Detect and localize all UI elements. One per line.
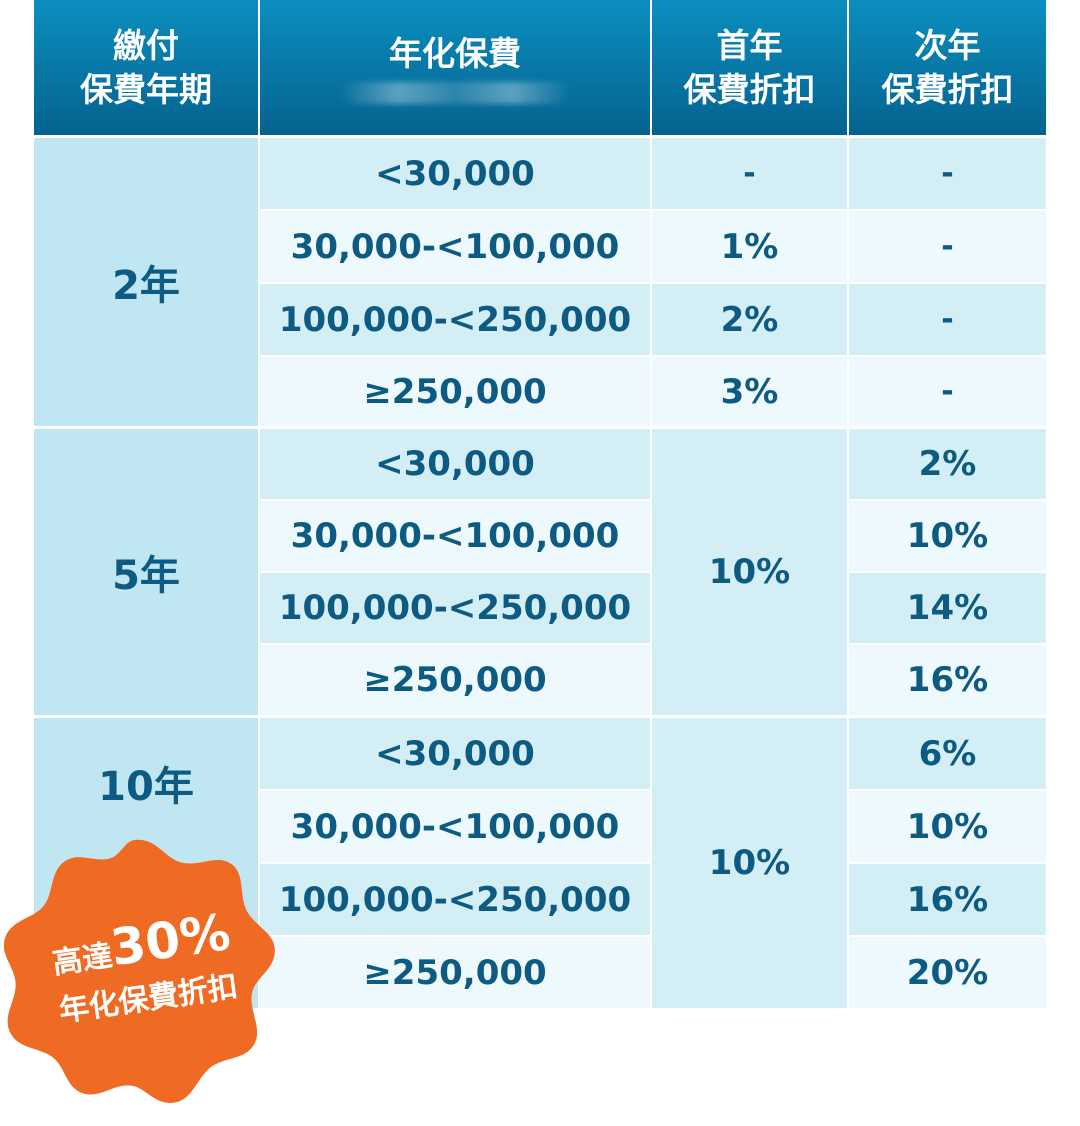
second-discount-value: 14% bbox=[906, 588, 989, 628]
second-discount-cell: 10% bbox=[849, 791, 1046, 862]
header-term: 繳付 保費年期 bbox=[34, 0, 258, 135]
premium-value: 30,000-<100,000 bbox=[290, 806, 620, 847]
second-discount-value: 10% bbox=[906, 806, 989, 847]
header-term-line2: 保費年期 bbox=[80, 69, 212, 109]
premium-cell: 100,000-<250,000 bbox=[260, 864, 650, 935]
second-discount-value: - bbox=[941, 229, 954, 264]
discount-table: 繳付 保費年期 年化保費 首年 保費折扣 次年 保費折扣 2年 <30,000 … bbox=[34, 0, 1046, 1008]
second-discount-cell: 16% bbox=[849, 864, 1046, 935]
first-discount-merged-cell: 10% bbox=[652, 718, 847, 1008]
premium-cell: <30,000 bbox=[260, 138, 650, 209]
second-discount-value: 16% bbox=[906, 879, 989, 920]
premium-value: 100,000-<250,000 bbox=[278, 879, 632, 920]
second-discount-value: 6% bbox=[918, 733, 977, 774]
term-cell: 5年 bbox=[34, 429, 258, 715]
badge-shape-icon bbox=[4, 839, 275, 1103]
premium-cell: <30,000 bbox=[260, 718, 650, 789]
first-discount-cell: 3% bbox=[652, 357, 847, 426]
second-discount-cell: 6% bbox=[849, 718, 1046, 789]
first-discount-value: 10% bbox=[708, 843, 791, 883]
premium-cell: 30,000-<100,000 bbox=[260, 211, 650, 282]
premium-value: <30,000 bbox=[375, 153, 535, 194]
premium-value: 30,000-<100,000 bbox=[290, 226, 620, 267]
first-discount-value: - bbox=[743, 156, 756, 191]
second-discount-cell: - bbox=[849, 284, 1046, 355]
first-discount-value: 2% bbox=[720, 299, 779, 340]
header-term-line1: 繳付 bbox=[113, 25, 179, 65]
header-premium-blurred-note bbox=[340, 81, 570, 104]
header-first-line1: 首年 bbox=[716, 25, 783, 65]
premium-cell: 100,000-<250,000 bbox=[260, 573, 650, 643]
term-cell: 2年 bbox=[34, 138, 258, 426]
header-premium-label: 年化保費 bbox=[389, 33, 521, 73]
header-first-line2: 保費折扣 bbox=[683, 69, 816, 109]
second-discount-value: - bbox=[941, 156, 954, 191]
premium-value: ≥250,000 bbox=[363, 371, 547, 412]
first-discount-value: 1% bbox=[720, 226, 779, 267]
header-second-year: 次年 保費折扣 bbox=[849, 0, 1046, 135]
second-discount-value: 2% bbox=[918, 444, 977, 484]
first-discount-cell: 1% bbox=[652, 211, 847, 282]
second-discount-cell: - bbox=[849, 138, 1046, 209]
premium-cell: 30,000-<100,000 bbox=[260, 501, 650, 571]
header-second-line2: 保費折扣 bbox=[881, 69, 1014, 109]
discount-badge: 高達 30% 年化保費折扣 bbox=[4, 828, 284, 1108]
premium-cell: 100,000-<250,000 bbox=[260, 284, 650, 355]
first-discount-cell: 2% bbox=[652, 284, 847, 355]
premium-value: ≥250,000 bbox=[363, 952, 547, 993]
header-first-year: 首年 保費折扣 bbox=[652, 0, 847, 135]
first-discount-value: 3% bbox=[720, 371, 779, 412]
premium-cell: <30,000 bbox=[260, 429, 650, 499]
premium-cell: 30,000-<100,000 bbox=[260, 791, 650, 862]
premium-value: 30,000-<100,000 bbox=[290, 516, 620, 556]
second-discount-value: - bbox=[941, 302, 954, 337]
first-discount-value: 10% bbox=[708, 552, 791, 592]
second-discount-cell: - bbox=[849, 357, 1046, 426]
first-discount-cell: - bbox=[652, 138, 847, 209]
second-discount-cell: 14% bbox=[849, 573, 1046, 643]
badge-fill bbox=[4, 839, 275, 1103]
second-discount-value: 10% bbox=[906, 516, 989, 556]
badge-prefix: 高達 bbox=[50, 938, 115, 982]
premium-cell: ≥250,000 bbox=[260, 357, 650, 426]
premium-value: 100,000-<250,000 bbox=[278, 588, 632, 628]
term-label: 2年 bbox=[112, 263, 180, 309]
second-discount-value: 20% bbox=[906, 952, 989, 993]
second-discount-value: - bbox=[941, 374, 954, 409]
term-label: 5年 bbox=[112, 553, 180, 599]
second-discount-cell: 10% bbox=[849, 501, 1046, 571]
premium-cell: ≥250,000 bbox=[260, 645, 650, 715]
premium-cell: ≥250,000 bbox=[260, 937, 650, 1008]
badge-text: 高達 30% 年化保費折扣 bbox=[0, 810, 302, 1126]
premium-value: <30,000 bbox=[375, 444, 535, 484]
second-discount-cell: 2% bbox=[849, 429, 1046, 499]
second-discount-value: 16% bbox=[906, 660, 989, 700]
first-discount-merged-cell: 10% bbox=[652, 429, 847, 715]
term-label: 10年 bbox=[98, 764, 194, 810]
second-discount-cell: 16% bbox=[849, 645, 1046, 715]
header-second-line1: 次年 bbox=[914, 25, 981, 65]
second-discount-cell: - bbox=[849, 211, 1046, 282]
second-discount-cell: 20% bbox=[849, 937, 1046, 1008]
premium-value: ≥250,000 bbox=[363, 660, 547, 700]
premium-value: <30,000 bbox=[375, 733, 535, 774]
premium-value: 100,000-<250,000 bbox=[278, 299, 632, 340]
header-premium: 年化保費 bbox=[260, 0, 650, 135]
